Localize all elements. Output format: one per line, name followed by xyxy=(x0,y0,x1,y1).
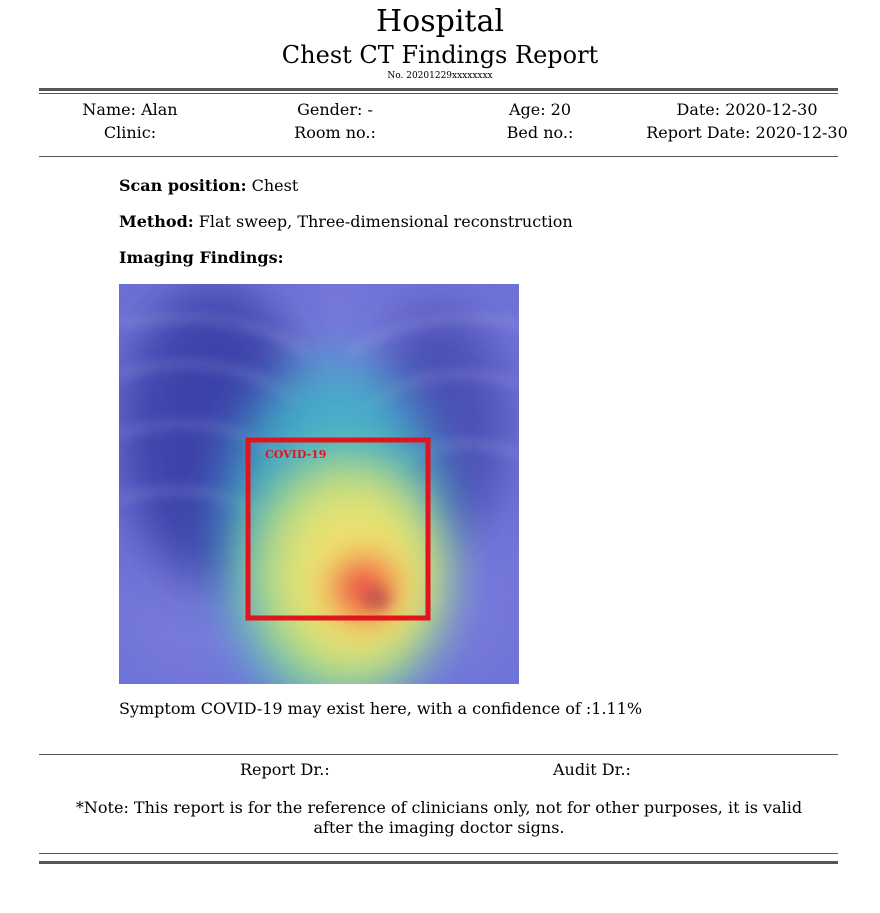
scan-position-label: Scan position: xyxy=(119,176,247,195)
report-date: Report Date: 2020-12-30 xyxy=(646,123,848,142)
info-divider xyxy=(39,156,838,157)
detection-box xyxy=(245,437,431,621)
imaging-findings-label: Imaging Findings: xyxy=(119,248,284,267)
report-doctor: Report Dr.: xyxy=(240,760,330,779)
disclaimer-note: *Note: This report is for the reference … xyxy=(75,798,803,837)
header-divider-top xyxy=(39,88,838,91)
method: Method: Flat sweep, Three-dimensional re… xyxy=(119,212,573,232)
footer-divider-bottom xyxy=(39,861,838,864)
method-label: Method: xyxy=(119,212,194,231)
method-value: Flat sweep, Three-dimensional reconstruc… xyxy=(198,212,573,231)
exam-date: Date: 2020-12-30 xyxy=(676,100,818,119)
signature-divider xyxy=(39,754,838,755)
heat-core xyxy=(363,587,391,611)
hospital-name: Hospital xyxy=(376,4,504,39)
bed-number: Bed no.: xyxy=(506,123,574,142)
detection-label: COVID-19 xyxy=(265,448,326,461)
patient-age: Age: 20 xyxy=(508,100,572,119)
ct-heatmap-svg: COVID-19 xyxy=(119,284,519,684)
patient-name: Name: Alan xyxy=(82,100,178,119)
report-title: Chest CT Findings Report xyxy=(281,41,599,69)
scan-position-value: Chest xyxy=(251,176,299,195)
imaging-findings: Imaging Findings: xyxy=(119,248,284,268)
ct-heatmap-image: COVID-19 xyxy=(119,284,519,684)
footer-divider-top xyxy=(39,853,838,854)
heat-region-hotspot xyxy=(304,529,424,649)
patient-gender: Gender: - xyxy=(297,100,373,119)
report-number: No. 20201229xxxxxxxx xyxy=(387,71,493,81)
result-text: Symptom COVID-19 may exist here, with a … xyxy=(119,699,643,718)
room-number: Room no.: xyxy=(294,123,376,142)
clinic: Clinic: xyxy=(103,123,157,142)
scan-position: Scan position: Chest xyxy=(119,176,298,196)
header-divider-bottom xyxy=(39,93,838,94)
audit-doctor: Audit Dr.: xyxy=(553,760,631,779)
